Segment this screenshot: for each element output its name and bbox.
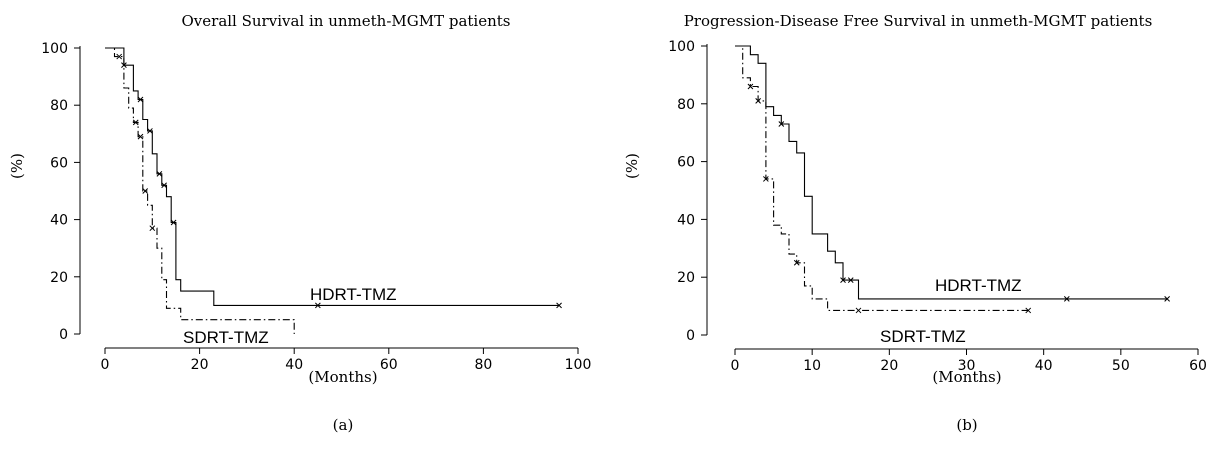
panel-b-y-tick-label: 80 [677,97,695,113]
panel-a-series-label-sdrt-tmz: SDRT-TMZ [183,328,269,347]
panel-b-x-tick-label: 60 [1189,358,1207,374]
panel-b-censor-mark [855,307,862,314]
panel-b-series-hdrt-tmz-line [735,45,1168,300]
panel-a-y-tick-label: 100 [41,41,68,57]
panel-b-y-axis-label: (%) [623,153,641,179]
panel-b-axes: 0 20 40 60 80 100 0 10 20 30 40 50 60 [668,39,1207,374]
panel-b-x-axis-label: (Months) [932,368,1001,386]
panel-a-series-sdrt-tmz-line [105,47,295,334]
panel-a-censor-mark [116,53,123,60]
panel-a-y-tick-label: 60 [50,155,68,171]
panel-a-x-tick-label: 60 [380,357,398,373]
panel-a-censor-mark [556,302,562,309]
panel-a-y-tick-label: 0 [59,327,68,343]
panel-a-series-label-hdrt-tmz: HDRT-TMZ [310,285,397,304]
panel-b-x-tick-label: 0 [731,358,740,374]
panel-b-y-tick-label: 40 [677,212,695,228]
panel-b-caption: (b) [956,416,977,434]
panel-b-x-tick-label: 40 [1035,358,1053,374]
panel-a-axes: 0 20 40 60 80 100 0 20 40 60 80 100 [41,41,591,373]
panel-b-y-tick-label: 20 [677,270,695,286]
panel-b-censor-mark [793,259,800,266]
panel-a-caption: (a) [333,416,354,434]
panel-a-y-axis-label: (%) [8,153,26,179]
panel-b-x-tick-label: 50 [1112,358,1130,374]
panel-a-censor-mark [121,62,127,69]
panel-b-censor-mark [778,121,785,127]
panel-b-censor-mark [847,277,854,283]
panel-a-overall-survival: Overall Survival in unmeth-MGMT patients… [8,12,591,434]
panel-b-x-tick-label: 10 [803,358,821,374]
panel-a-y-tick-label: 20 [50,270,68,286]
panel-a-y-tick-label: 80 [50,98,68,114]
panel-b-censor-mark [1025,307,1032,314]
panel-a-y-tick-label: 40 [50,213,68,229]
panel-b-y-tick-label: 0 [686,328,695,344]
panel-b-censor-mark [840,277,846,283]
panel-a-x-tick-label: 20 [191,357,209,373]
panel-a-x-tick-label: 80 [474,357,492,373]
panel-b-y-tick-label: 60 [677,155,695,171]
panel-b-series-label-sdrt-tmz: SDRT-TMZ [880,327,966,346]
panel-b-series-label-hdrt-tmz: HDRT-TMZ [935,276,1022,295]
panel-a-censor-mark [156,170,163,177]
panel-a-censor-mark [137,133,144,140]
panel-b-censor-mark [1164,296,1170,302]
panel-a-censor-mark [170,219,177,226]
panel-a-plot-area: HDRT-TMZ SDRT-TMZ [105,47,562,347]
panel-b-y-tick-label: 100 [668,39,695,55]
panel-a-title: Overall Survival in unmeth-MGMT patients [182,12,511,30]
panel-b-censor-mark [747,83,754,90]
panel-b-progression-free-survival: Progression-Disease Free Survival in unm… [623,12,1207,434]
panel-a-x-tick-label: 100 [565,357,592,373]
panel-a-censor-mark [149,225,156,232]
panel-a-x-tick-label: 0 [101,357,110,373]
panel-b-x-tick-label: 30 [958,358,976,374]
panel-b-censor-mark [1063,296,1070,302]
panel-b-plot-area: HDRT-TMZ SDRT-TMZ [735,45,1170,346]
panel-a-censor-mark [142,188,149,194]
panel-b-title: Progression-Disease Free Survival in unm… [684,12,1153,30]
panel-a-x-tick-label: 40 [285,357,303,373]
panel-b-censor-mark [755,98,762,104]
panel-a-censor-mark [161,182,167,189]
panel-a-censor-mark [137,96,144,103]
panel-a-x-axis-label: (Months) [308,368,377,386]
panel-a-censor-mark [147,128,153,134]
panel-b-series-sdrt-tmz-line [735,45,1029,311]
panel-a-censor-mark [314,302,321,309]
panel-b-x-tick-label: 20 [880,358,898,374]
panel-a-censor-mark [132,119,139,126]
panel-b-censor-mark [763,176,769,182]
panel-a-series-hdrt-tmz-line [105,47,560,306]
